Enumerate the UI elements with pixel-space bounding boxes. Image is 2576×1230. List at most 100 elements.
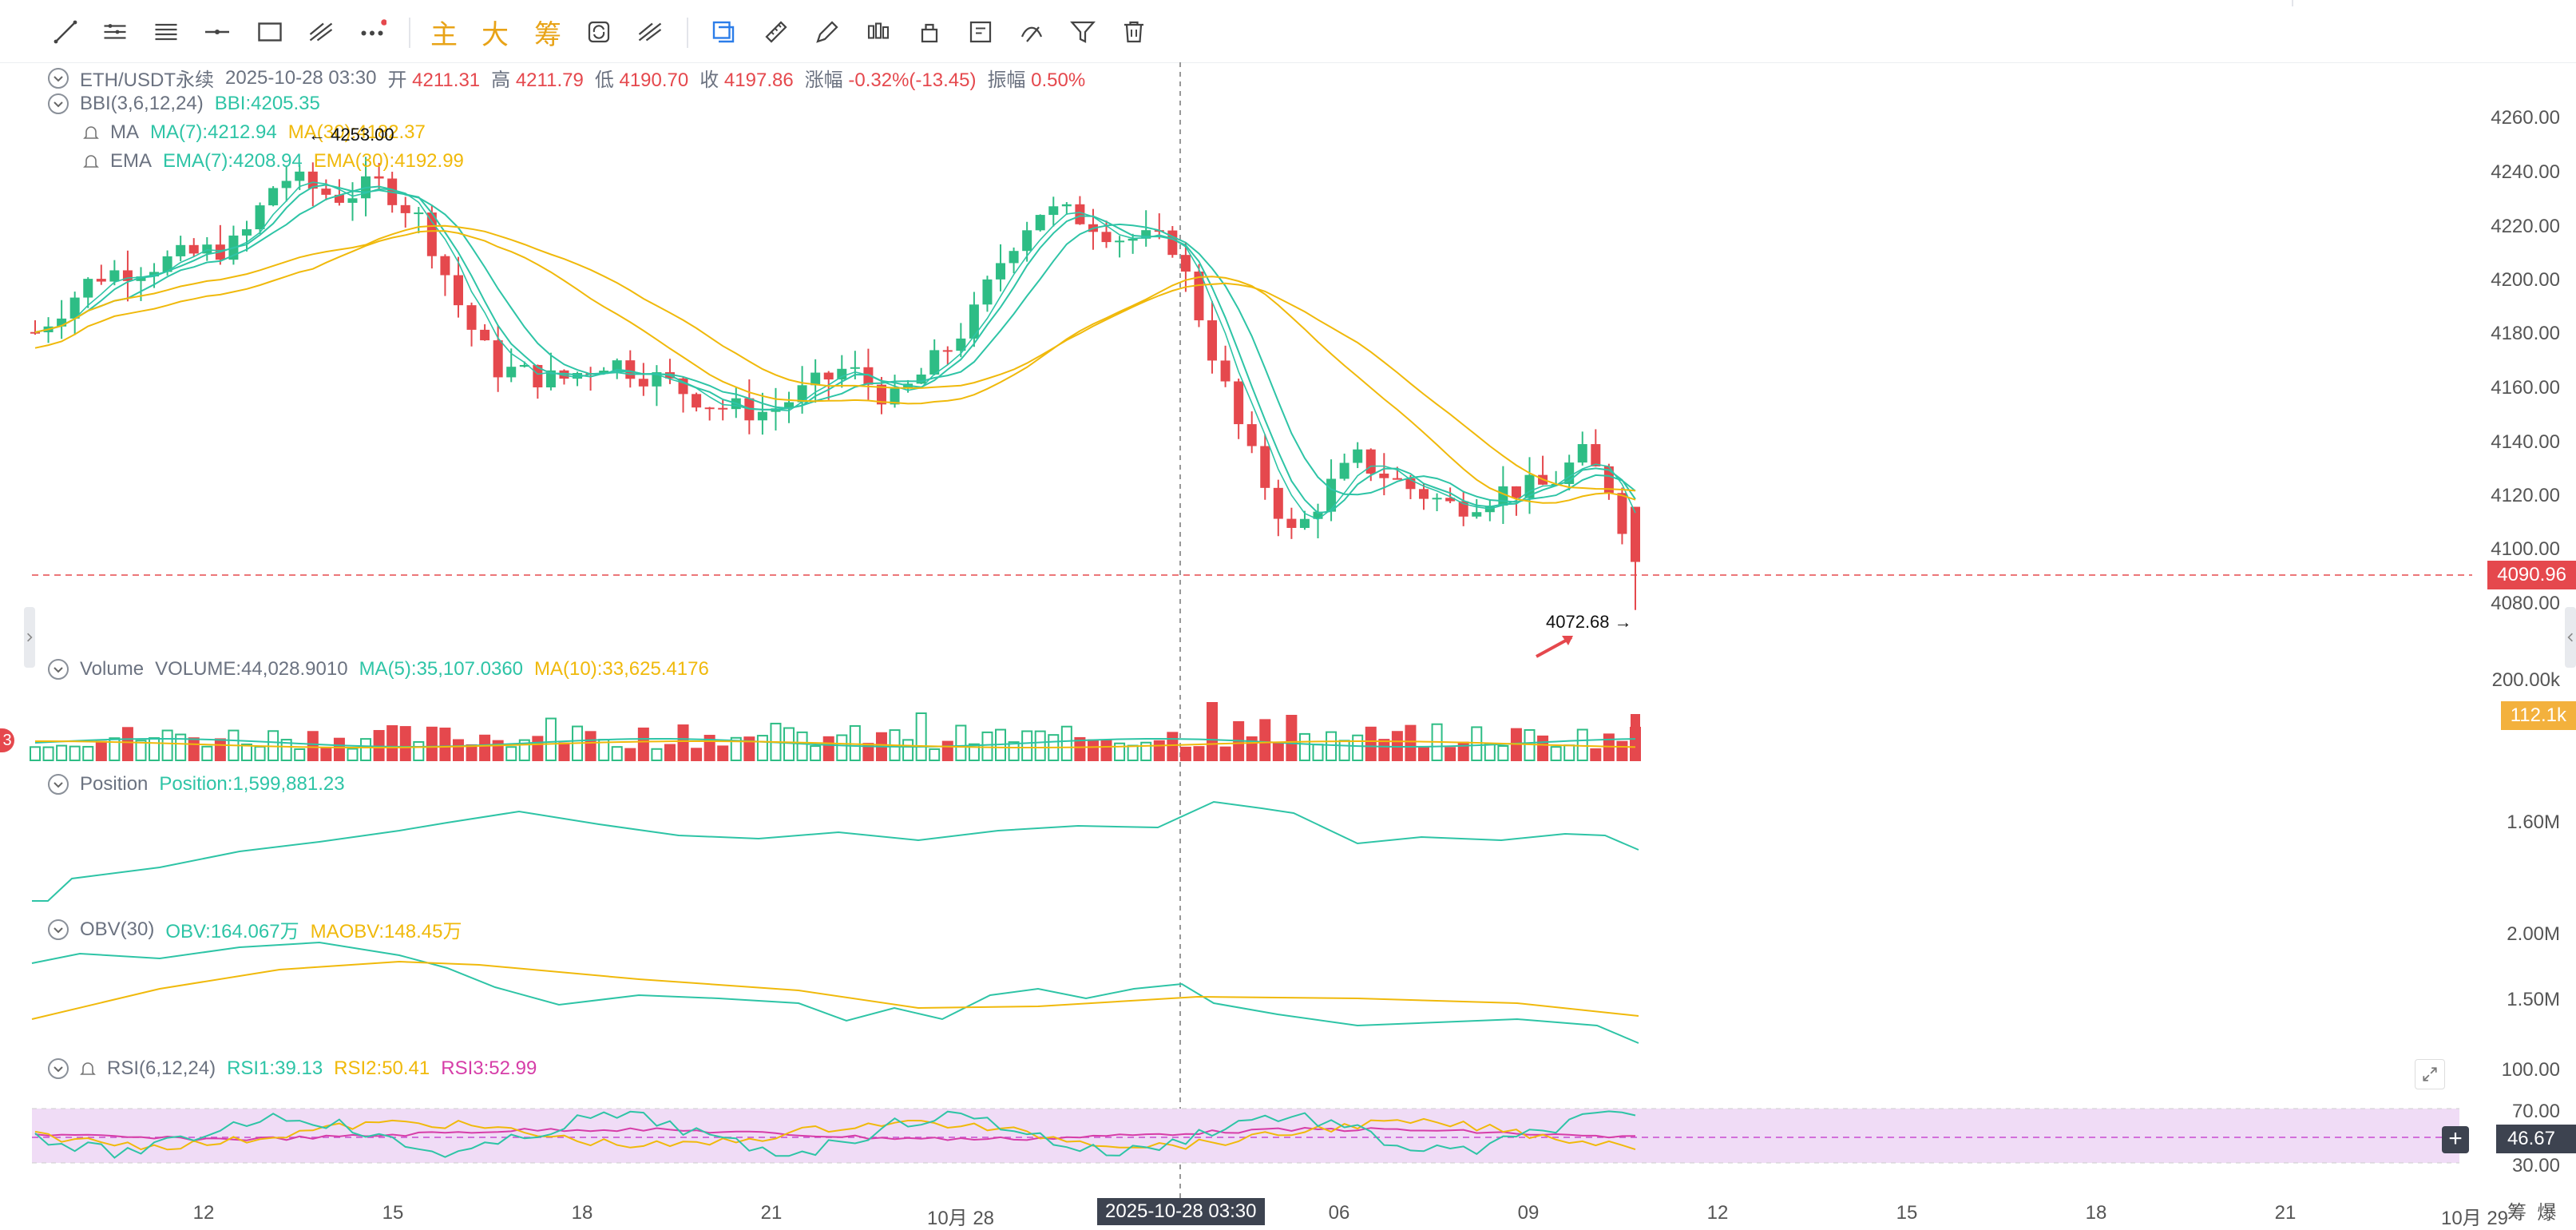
- chips-button[interactable]: 筹: [534, 18, 561, 51]
- large-orders-button[interactable]: 大: [482, 18, 509, 51]
- collapse-rsi-icon[interactable]: [48, 1058, 69, 1079]
- volume-bar: [1286, 715, 1298, 761]
- price-tick: 4140.00: [2491, 431, 2560, 453]
- candle-body: [1022, 230, 1032, 252]
- collapse-main-icon[interactable]: [48, 67, 69, 89]
- price-tick: 4200.00: [2491, 269, 2560, 291]
- volume-bar: [426, 726, 438, 762]
- candle-body: [625, 360, 636, 379]
- volume-bar: [1312, 744, 1324, 762]
- sync-icon[interactable]: [581, 14, 616, 50]
- price-tick: 4120.00: [2491, 485, 2560, 506]
- volume-bar: [30, 746, 41, 762]
- collapse-position-icon[interactable]: [48, 774, 69, 795]
- rectangle-icon[interactable]: [252, 14, 287, 50]
- volume-bar: [1034, 730, 1046, 762]
- volume-bar: [1259, 719, 1271, 761]
- lock-icon[interactable]: [912, 14, 947, 50]
- volume-bar: [1365, 726, 1377, 762]
- volume-bar: [320, 748, 332, 761]
- candle-body: [1061, 204, 1072, 207]
- volume-bar: [585, 731, 596, 762]
- candle-body: [466, 305, 477, 330]
- add-icon[interactable]: +: [2442, 1126, 2469, 1153]
- candle-body: [30, 331, 40, 334]
- collapse-obv-icon[interactable]: [48, 919, 69, 940]
- volume-bar: [1219, 746, 1231, 762]
- candle-body: [1419, 489, 1429, 499]
- price-tick: 4080.00: [2491, 593, 2560, 614]
- volume-bar: [399, 726, 411, 762]
- magnet-icon[interactable]: [706, 14, 741, 50]
- compare-icon[interactable]: [632, 14, 668, 50]
- volume-bar: [691, 748, 703, 762]
- volume-ma5-line: [34, 738, 1636, 748]
- candle-body: [414, 212, 424, 215]
- volume-bar: [1537, 735, 1549, 762]
- right-panel-handle[interactable]: [2565, 607, 2576, 668]
- low-arrow-head: [1562, 636, 1573, 645]
- candle-body: [704, 407, 715, 410]
- volume-bar: [294, 748, 306, 761]
- volume-bar: [505, 746, 517, 762]
- volume-bar: [1114, 742, 1126, 762]
- horizontal-line-icon[interactable]: [200, 14, 235, 50]
- left-panel-handle[interactable]: [24, 607, 35, 668]
- expand-icon[interactable]: [2415, 1059, 2445, 1089]
- alert-badge[interactable]: 3: [0, 728, 14, 752]
- volume-bar: [1338, 740, 1350, 762]
- bbi-line: [34, 181, 1636, 521]
- candle-pattern-icon[interactable]: [861, 14, 896, 50]
- candle-body: [321, 188, 331, 195]
- candle-body: [1194, 272, 1204, 321]
- more-tools-icon[interactable]: [355, 14, 390, 50]
- brush-icon[interactable]: [810, 14, 845, 50]
- volume-bar: [981, 731, 993, 761]
- high-marker: ← 4253.00: [308, 125, 394, 145]
- bell-icon[interactable]: [83, 153, 99, 170]
- collapse-bbi-icon[interactable]: [48, 93, 69, 114]
- candle-body: [268, 188, 279, 206]
- time-tick: 12: [1706, 1202, 1729, 1224]
- trend-line-icon[interactable]: [48, 14, 83, 50]
- candle-body: [1220, 360, 1231, 382]
- candle-body: [1127, 238, 1138, 241]
- notes-icon[interactable]: [963, 14, 998, 50]
- volume-tag: 112.1k: [2500, 701, 2576, 730]
- chart-canvas[interactable]: [0, 62, 2576, 1222]
- collapse-volume-icon[interactable]: [48, 659, 69, 680]
- parallel-lines-icon[interactable]: [97, 14, 133, 50]
- ruler-icon[interactable]: [759, 14, 794, 50]
- candle-body: [1035, 215, 1045, 231]
- candle-body: [784, 402, 795, 409]
- volume-bar: [1471, 726, 1483, 761]
- candle-body: [1432, 498, 1442, 500]
- candle-body: [162, 256, 172, 272]
- volume-bar: [532, 736, 544, 761]
- right-edge-labels: 筹 爆: [2507, 1196, 2556, 1224]
- volume-bar: [1021, 730, 1033, 761]
- candle-body: [876, 384, 886, 405]
- chart-area[interactable]: [0, 62, 2576, 1222]
- volume-bar: [677, 724, 689, 761]
- channel-lines-icon[interactable]: [149, 14, 184, 50]
- volume-bar: [545, 717, 557, 761]
- ema30-line: [34, 224, 1636, 492]
- candle-body: [1115, 240, 1125, 243]
- chips-label: 筹: [2507, 1202, 2526, 1224]
- hide-drawings-icon[interactable]: [1014, 14, 1049, 50]
- delete-icon[interactable]: [1116, 14, 1151, 50]
- volume-bar: [1127, 744, 1139, 761]
- volume-bar: [929, 748, 941, 761]
- bell-icon[interactable]: [83, 124, 99, 141]
- candle-body: [453, 275, 463, 306]
- candle-body: [57, 318, 67, 327]
- volume-bar: [1193, 746, 1205, 762]
- main-chart-button[interactable]: 主: [430, 18, 458, 51]
- candle-body: [281, 181, 291, 188]
- bell-icon[interactable]: [80, 1060, 96, 1077]
- volume-bar: [558, 742, 570, 762]
- filter-icon[interactable]: [1065, 14, 1100, 50]
- volume-bar: [347, 748, 359, 762]
- fib-icon[interactable]: [303, 14, 339, 50]
